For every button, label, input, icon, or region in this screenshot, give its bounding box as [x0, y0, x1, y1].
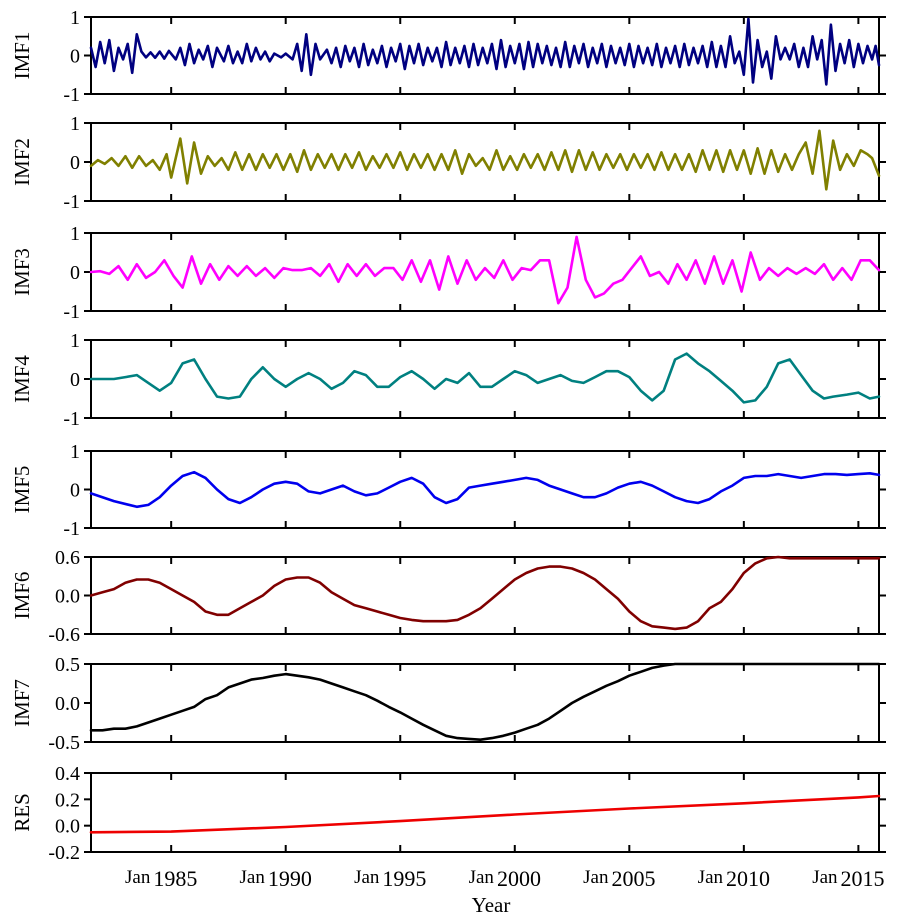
panel-frame — [90, 663, 880, 743]
y-axis-title: IMF6 — [10, 572, 34, 620]
y-axis-title: IMF3 — [10, 248, 34, 296]
series-line-imf1 — [89, 17, 881, 86]
y-tick-label: 0 — [70, 480, 80, 502]
x-tick-label: Jan 1990 — [240, 866, 312, 891]
series-line-imf7 — [89, 662, 881, 742]
y-tick-label: 0.2 — [55, 789, 80, 811]
x-tick-label: Jan 2015 — [812, 866, 884, 891]
x-tick-label: Jan 2005 — [583, 866, 655, 891]
x-tick-label: Jan 1995 — [354, 866, 426, 891]
panel-1: 1 0 -1 IMF1 — [10, 7, 886, 106]
panel-7: 0.5 0.0 -0.5 IMF7 — [10, 654, 886, 754]
panel-3: 1 0 -1 IMF3 — [10, 223, 886, 323]
y-tick-label: 0.6 — [55, 547, 80, 569]
y-tick-label: 0.0 — [55, 816, 80, 838]
panel-8: 0.4 0.2 0.0 -0.2 RES — [10, 763, 886, 864]
panels-group: 1 0 -1 IMF1 1 0 -1 IMF2 1 0 -1 IMF3 1 0 -1 IMF4 1 0 -1 IMF5… — [10, 7, 886, 891]
y-axis-title: IMF2 — [10, 138, 34, 186]
y-tick-label: 0 — [70, 369, 80, 391]
y-tick-label: 0 — [70, 262, 80, 284]
y-tick-label: -1 — [63, 84, 80, 106]
y-tick-label: 0.4 — [55, 763, 80, 785]
y-tick-label: 0 — [70, 152, 80, 174]
panel-frame — [90, 556, 880, 635]
y-tick-label: -0.2 — [48, 842, 80, 864]
x-axis-title: Year — [472, 893, 511, 917]
series-line-imf4 — [89, 352, 881, 404]
panel-frame — [90, 450, 880, 529]
y-axis-title: RES — [10, 793, 34, 832]
y-tick-label: 1 — [70, 330, 80, 352]
series-line-imf5 — [89, 470, 881, 509]
series-line-imf2 — [89, 129, 881, 191]
y-tick-label: 1 — [70, 7, 80, 29]
series-line-res — [89, 794, 881, 834]
y-tick-label: 0 — [70, 46, 80, 68]
y-axis-title: IMF5 — [10, 466, 34, 514]
y-tick-label: 1 — [70, 441, 80, 463]
y-tick-label: -0.6 — [48, 624, 80, 646]
panel-frame — [90, 772, 880, 853]
y-tick-label: -1 — [63, 301, 80, 323]
y-tick-label: 1 — [70, 223, 80, 245]
panel-frame — [90, 232, 880, 312]
y-tick-label: -1 — [63, 191, 80, 213]
y-tick-label: -1 — [63, 408, 80, 430]
series-line-imf6 — [89, 555, 881, 631]
y-tick-label: 0.0 — [55, 693, 80, 715]
y-tick-label: 0.5 — [55, 654, 80, 676]
series-line-imf3 — [89, 235, 881, 305]
y-axis-title: IMF1 — [10, 32, 34, 80]
y-tick-label: -0.5 — [48, 732, 80, 754]
x-tick-label: Jan 2000 — [469, 866, 541, 891]
panel-4: 1 0 -1 IMF4 — [10, 330, 886, 430]
panel-5: 1 0 -1 IMF5 — [10, 441, 886, 540]
panel-2: 1 0 -1 IMF2 — [10, 113, 886, 213]
y-tick-label: 1 — [70, 113, 80, 135]
panel-6: 0.6 0.0 -0.6 IMF6 — [10, 547, 886, 646]
y-tick-label: 0.0 — [55, 586, 80, 608]
x-tick-label: Jan 1985 — [125, 866, 197, 891]
y-tick-label: -1 — [63, 518, 80, 540]
y-axis-title: IMF7 — [10, 679, 34, 727]
y-axis-title: IMF4 — [10, 355, 34, 403]
panel-frame — [90, 339, 880, 419]
x-tick-label: Jan 2010 — [698, 866, 770, 891]
